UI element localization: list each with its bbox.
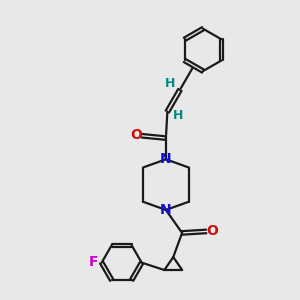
Text: H: H <box>165 77 176 90</box>
Text: F: F <box>89 255 99 269</box>
Text: O: O <box>206 224 218 238</box>
Text: N: N <box>160 152 172 166</box>
Text: H: H <box>173 109 184 122</box>
Text: N: N <box>160 202 172 217</box>
Text: O: O <box>130 128 142 142</box>
